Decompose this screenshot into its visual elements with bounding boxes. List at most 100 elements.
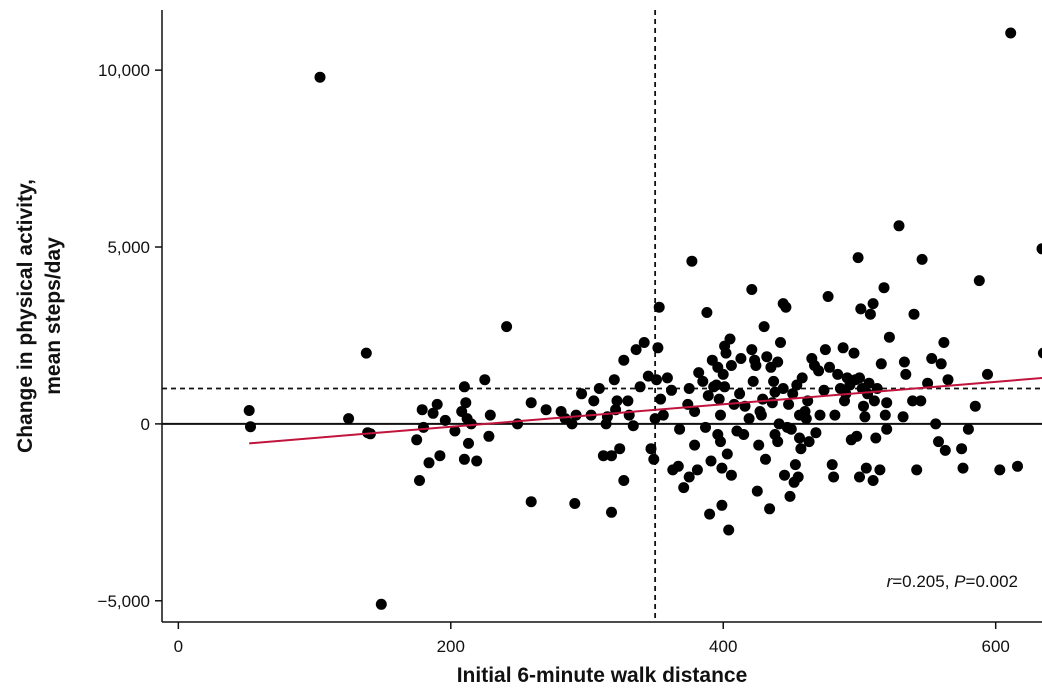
data-point	[852, 252, 864, 264]
data-point	[973, 275, 985, 287]
data-point	[618, 475, 630, 486]
data-point	[674, 423, 686, 435]
data-point	[832, 368, 844, 380]
data-point	[874, 464, 886, 476]
r-value: =0.205,	[892, 572, 954, 591]
data-point	[768, 375, 780, 387]
data-point	[683, 383, 695, 394]
data-point	[652, 342, 664, 354]
p-value: =0.002	[966, 572, 1018, 591]
data-point	[1005, 27, 1017, 39]
data-point	[956, 443, 968, 455]
data-point	[864, 308, 876, 320]
data-point	[848, 347, 860, 359]
data-point	[819, 344, 831, 356]
data-point	[463, 437, 474, 449]
data-point	[700, 421, 711, 433]
data-point	[881, 423, 893, 435]
data-point	[649, 413, 661, 425]
x-tick-label: 0	[174, 637, 183, 656]
data-point	[1037, 347, 1042, 359]
data-point	[713, 393, 725, 405]
data-point	[780, 301, 792, 313]
data-point	[576, 388, 588, 400]
data-point	[411, 434, 423, 446]
y-tick-label: 5,000	[107, 238, 150, 257]
data-point	[794, 432, 805, 444]
data-point	[969, 400, 981, 412]
data-point	[916, 253, 928, 265]
data-point	[922, 377, 934, 389]
data-point	[858, 400, 869, 412]
data-point	[795, 443, 807, 455]
data-point	[854, 372, 865, 384]
data-point	[907, 395, 919, 407]
data-point	[962, 423, 974, 435]
data-point	[867, 475, 879, 486]
data-point	[597, 450, 609, 462]
data-point	[994, 464, 1006, 476]
data-point	[471, 455, 483, 467]
data-point	[818, 384, 830, 396]
data-point	[879, 409, 891, 421]
x-tick-label: 600	[981, 637, 1009, 656]
data-point	[942, 374, 954, 386]
p-symbol: P	[954, 572, 966, 591]
data-point	[758, 321, 770, 333]
data-point	[915, 395, 927, 407]
data-point	[792, 471, 804, 483]
data-point	[982, 368, 993, 380]
data-point	[813, 365, 825, 377]
data-point	[868, 395, 880, 407]
data-point	[716, 462, 728, 474]
data-point	[803, 436, 815, 448]
data-point	[769, 386, 781, 398]
data-point	[634, 381, 646, 393]
correlation-annotation: r=0.205, P=0.002	[887, 572, 1018, 591]
data-point	[630, 344, 642, 356]
data-point	[723, 524, 735, 536]
data-point	[716, 499, 728, 511]
data-point	[826, 459, 838, 471]
data-point	[746, 344, 758, 356]
data-point	[935, 358, 947, 370]
data-point	[686, 255, 698, 267]
data-point	[851, 430, 863, 442]
data-point	[611, 395, 623, 407]
data-point	[1012, 460, 1023, 472]
axis-ticks: 0 200 400 600 −5,000 0 5,000 10,000	[98, 61, 1010, 656]
data-point	[898, 356, 910, 368]
data-point	[666, 384, 677, 396]
data-point	[661, 372, 673, 384]
data-point	[837, 342, 849, 354]
data-point	[800, 413, 812, 425]
data-point	[773, 418, 785, 430]
data-point	[911, 464, 923, 476]
data-point	[479, 374, 491, 386]
data-point	[702, 390, 714, 402]
data-point	[678, 482, 690, 494]
data-point	[710, 379, 722, 391]
data-point	[566, 418, 578, 430]
data-point	[779, 469, 790, 481]
data-point	[787, 388, 799, 400]
data-point	[651, 374, 662, 386]
data-point	[822, 291, 834, 302]
data-point	[721, 448, 733, 460]
data-point	[569, 498, 581, 509]
data-point	[715, 436, 726, 448]
data-point	[735, 353, 747, 364]
data-point	[653, 301, 665, 313]
data-point	[854, 471, 865, 483]
data-point	[627, 420, 639, 432]
data-point	[449, 425, 461, 437]
data-point	[750, 360, 762, 371]
data-point	[926, 353, 938, 364]
data-point	[375, 598, 387, 610]
data-point	[343, 413, 355, 425]
plot-area	[162, 10, 1042, 622]
data-point	[881, 397, 893, 409]
data-point	[683, 471, 695, 483]
data-point	[672, 460, 684, 472]
data-point	[540, 404, 552, 416]
